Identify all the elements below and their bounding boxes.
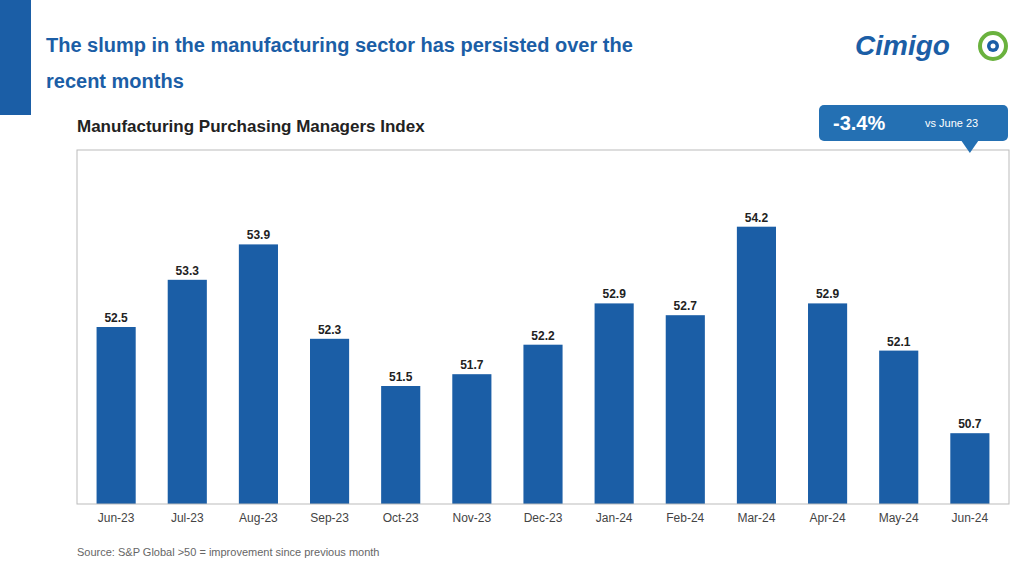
- bar: [879, 351, 918, 504]
- data-label: 52.2: [531, 329, 555, 343]
- data-label: 52.3: [318, 323, 342, 337]
- logo-iris: [987, 40, 999, 52]
- x-tick-label: Mar-24: [737, 511, 775, 525]
- x-tick-label: Apr-24: [810, 511, 846, 525]
- x-tick-label: Aug-23: [239, 511, 278, 525]
- bars: [97, 227, 990, 504]
- bar: [168, 280, 207, 504]
- annotation-tail: [961, 140, 979, 153]
- bar: [381, 386, 420, 504]
- plot-frame: [77, 150, 1009, 504]
- header-text: recent months: [46, 70, 184, 92]
- x-tick-label: Sep-23: [310, 511, 349, 525]
- data-label: 52.1: [887, 335, 911, 349]
- title: Manufacturing Purchasing Managers Index: [77, 117, 425, 136]
- bar: [737, 227, 776, 504]
- x-tick-label: Jun-24: [952, 511, 989, 525]
- x-tick-label: May-24: [879, 511, 919, 525]
- data-label: 52.5: [104, 311, 128, 325]
- x-tick-label: Oct-23: [383, 511, 419, 525]
- logo-text: Cimigo: [855, 30, 950, 61]
- bar: [310, 339, 349, 504]
- annotation-subtext: vs June 23: [925, 117, 978, 129]
- data-label: 54.2: [745, 211, 769, 225]
- header-text: The slump in the manufacturing sector ha…: [46, 34, 633, 56]
- x-tick-label: Dec-23: [524, 511, 563, 525]
- x-tick-label: Jul-23: [171, 511, 204, 525]
- data-label: 52.7: [674, 299, 698, 313]
- bar: [452, 374, 491, 504]
- page: {"chart_data": {"type": "bar", "title": …: [0, 0, 1024, 576]
- chart: The slump in the manufacturing sector ha…: [0, 0, 1024, 576]
- logo-pupil: [991, 44, 996, 49]
- bar: [666, 315, 705, 504]
- data-label: 53.9: [247, 228, 271, 242]
- data-label: 51.7: [460, 358, 484, 372]
- x-tick-label: Nov-23: [453, 511, 492, 525]
- bar: [808, 303, 847, 504]
- bar: [595, 303, 634, 504]
- logo-ring: [980, 33, 1006, 59]
- bar: [97, 327, 136, 504]
- bar: [239, 244, 278, 504]
- source-note: Source: S&P Global >50 = improvement sin…: [77, 546, 379, 558]
- bar: [523, 345, 562, 504]
- data-label: 51.5: [389, 370, 413, 384]
- x-tick-label: Jan-24: [596, 511, 633, 525]
- data-label: 52.9: [602, 287, 626, 301]
- x-tick-label: Jun-23: [98, 511, 135, 525]
- annotation-box: [819, 105, 1008, 141]
- data-label: 53.3: [176, 264, 200, 278]
- data-label: 52.9: [816, 287, 840, 301]
- data-label: 50.7: [958, 417, 982, 431]
- annotation-text: -3.4%: [833, 112, 885, 134]
- bar: [950, 433, 989, 504]
- header-bar: [0, 0, 31, 115]
- x-tick-label: Feb-24: [666, 511, 704, 525]
